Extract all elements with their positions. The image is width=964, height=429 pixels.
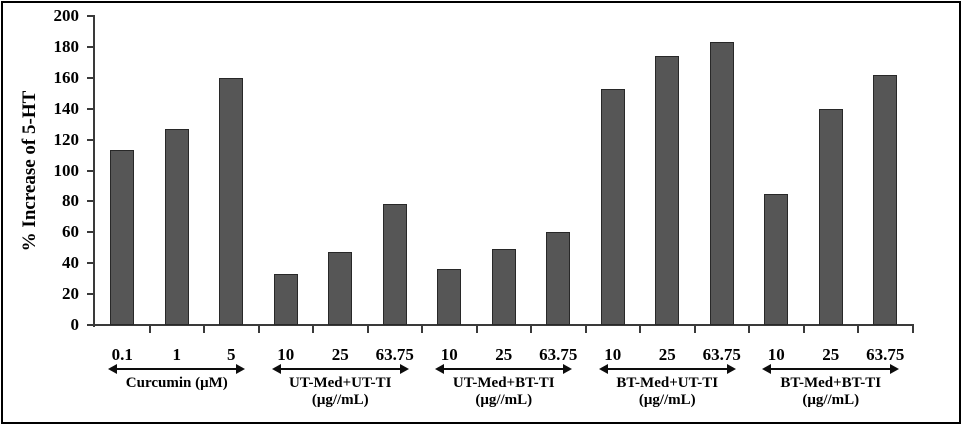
bar-ut-med-ut-ti-63.75 bbox=[382, 204, 407, 325]
x-axis-tick bbox=[148, 325, 151, 333]
x-tick-label: 10 bbox=[604, 345, 622, 364]
group-label-curcumin: Curcumin (μM) bbox=[125, 375, 228, 391]
group-label-bt-med-ut-ti: BT-Med+UT-TI bbox=[616, 375, 719, 391]
group-label-ut-med-bt-ti-units: (μg//mL) bbox=[475, 392, 533, 408]
group-range-arrow-curcumin bbox=[108, 364, 246, 374]
bar-ut-med-bt-ti-63.75 bbox=[546, 232, 571, 325]
bar-bt-med-ut-ti-63.75 bbox=[709, 42, 734, 325]
bar-curcumin-0.1 bbox=[110, 150, 135, 325]
x-tick-label: 1 bbox=[172, 345, 182, 364]
bar-ut-med-ut-ti-25 bbox=[328, 252, 353, 325]
y-tick-label: 140 bbox=[53, 98, 80, 118]
x-tick-label: 63.75 bbox=[866, 345, 905, 364]
y-axis-tick bbox=[87, 169, 94, 172]
x-tick-label: 25 bbox=[495, 345, 513, 364]
bar-ut-med-ut-ti-10 bbox=[273, 274, 298, 325]
x-tick-label: 0.1 bbox=[111, 345, 133, 364]
group-label-ut-med-bt-ti: UT-Med+BT-TI bbox=[452, 375, 555, 391]
y-axis-tick bbox=[87, 107, 94, 110]
bar-curcumin-1 bbox=[164, 128, 189, 325]
x-axis-tick bbox=[366, 325, 369, 333]
x-tick-label: 10 bbox=[277, 345, 295, 364]
y-axis-tick bbox=[87, 293, 94, 296]
group-label-ut-med-ut-ti: UT-Med+UT-TI bbox=[289, 375, 392, 391]
y-axis-tick bbox=[87, 231, 94, 234]
group-range-arrow-ut-med-bt-ti bbox=[435, 364, 573, 374]
x-axis-tick bbox=[857, 325, 859, 333]
y-axis-tick bbox=[87, 324, 94, 326]
y-tick-label: 60 bbox=[62, 222, 79, 242]
x-axis-tick bbox=[911, 325, 914, 333]
x-axis-tick bbox=[693, 325, 696, 333]
y-axis-tick bbox=[87, 262, 94, 265]
x-axis-tick bbox=[530, 325, 532, 333]
x-axis-tick bbox=[748, 325, 750, 333]
y-axis-tick bbox=[87, 76, 94, 79]
group-range-arrow-bt-med-bt-ti bbox=[762, 364, 900, 374]
group-label-bt-med-bt-ti: BT-Med+BT-TI bbox=[780, 375, 882, 391]
x-axis-tick bbox=[203, 325, 205, 333]
y-axis-tick bbox=[87, 15, 94, 17]
y-axis-line bbox=[93, 15, 95, 327]
y-tick-label: 160 bbox=[53, 67, 80, 87]
bar-bt-med-ut-ti-25 bbox=[655, 56, 680, 325]
y-tick-label: 200 bbox=[53, 6, 80, 25]
y-axis-tick bbox=[87, 200, 94, 203]
y-tick-label: 0 bbox=[70, 315, 80, 334]
y-tick-label: 20 bbox=[62, 284, 79, 304]
bar-bt-med-bt-ti-10 bbox=[764, 193, 789, 325]
x-tick-label: 63.75 bbox=[375, 345, 414, 364]
x-tick-label: 63.75 bbox=[539, 345, 578, 364]
bar-ut-med-bt-ti-10 bbox=[437, 269, 462, 325]
x-tick-label: 63.75 bbox=[702, 345, 741, 364]
x-tick-label: 10 bbox=[767, 345, 785, 364]
bar-bt-med-ut-ti-10 bbox=[600, 88, 625, 325]
x-tick-label: 25 bbox=[658, 345, 676, 364]
group-label-bt-med-ut-ti-units: (μg//mL) bbox=[638, 392, 696, 408]
group-label-bt-med-bt-ti-units: (μg//mL) bbox=[802, 392, 860, 408]
y-axis-tick bbox=[87, 138, 94, 141]
y-tick-label: 100 bbox=[53, 160, 80, 180]
y-tick-label: 180 bbox=[53, 36, 80, 56]
group-range-arrow-bt-med-ut-ti bbox=[598, 364, 736, 374]
group-range-arrow-ut-med-ut-ti bbox=[271, 364, 409, 374]
x-axis-tick bbox=[421, 325, 423, 333]
x-axis-tick bbox=[639, 325, 641, 333]
y-tick-label: 120 bbox=[53, 129, 80, 149]
bar-curcumin-5 bbox=[219, 77, 244, 325]
x-axis-tick bbox=[312, 325, 314, 333]
x-axis-line bbox=[87, 324, 914, 326]
y-tick-label: 40 bbox=[62, 253, 79, 273]
x-tick-label: 5 bbox=[227, 345, 236, 364]
bar-bt-med-bt-ti-63.75 bbox=[873, 74, 898, 325]
x-axis-tick bbox=[257, 325, 260, 333]
y-axis-tick bbox=[87, 45, 94, 48]
x-tick-label: 25 bbox=[331, 345, 349, 364]
bar-ut-med-bt-ti-25 bbox=[491, 249, 516, 325]
x-axis-tick bbox=[475, 325, 478, 333]
y-tick-label: 80 bbox=[62, 191, 79, 211]
x-axis-tick bbox=[802, 325, 805, 333]
x-tick-label: 10 bbox=[440, 345, 458, 364]
group-label-ut-med-ut-ti-units: (μg//mL) bbox=[311, 392, 369, 408]
x-axis-tick bbox=[584, 325, 587, 333]
x-tick-label: 25 bbox=[822, 345, 840, 364]
bar-bt-med-bt-ti-25 bbox=[818, 108, 843, 325]
